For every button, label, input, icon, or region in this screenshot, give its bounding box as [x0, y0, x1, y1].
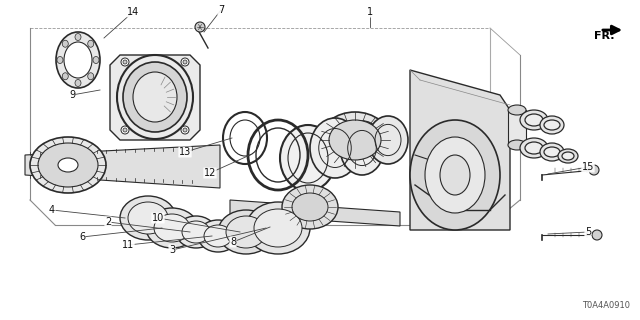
Text: 7: 7: [218, 5, 224, 15]
Ellipse shape: [176, 216, 216, 248]
Text: 11: 11: [122, 240, 134, 250]
Ellipse shape: [310, 118, 360, 178]
Text: 12: 12: [204, 168, 216, 178]
Ellipse shape: [425, 137, 485, 213]
Text: 8: 8: [230, 237, 236, 247]
Ellipse shape: [562, 152, 574, 160]
Polygon shape: [110, 55, 200, 140]
Text: 1: 1: [367, 7, 373, 17]
Circle shape: [181, 58, 189, 66]
Text: 5: 5: [585, 227, 591, 237]
Ellipse shape: [123, 62, 187, 132]
Ellipse shape: [558, 149, 578, 163]
Ellipse shape: [329, 120, 381, 160]
Ellipse shape: [62, 40, 68, 47]
Ellipse shape: [280, 125, 336, 191]
Text: 13: 13: [179, 147, 191, 157]
Ellipse shape: [520, 138, 548, 158]
Circle shape: [183, 60, 187, 64]
Text: T0A4A0910: T0A4A0910: [582, 301, 630, 310]
Ellipse shape: [93, 57, 99, 63]
Ellipse shape: [120, 196, 176, 240]
Circle shape: [123, 60, 127, 64]
Ellipse shape: [292, 193, 328, 221]
Ellipse shape: [525, 114, 543, 126]
Ellipse shape: [525, 142, 543, 154]
Circle shape: [121, 58, 129, 66]
Ellipse shape: [508, 140, 526, 150]
Bar: [508, 110, 526, 145]
Ellipse shape: [520, 110, 548, 130]
Ellipse shape: [38, 143, 98, 187]
Ellipse shape: [254, 209, 302, 247]
Ellipse shape: [154, 214, 190, 242]
Ellipse shape: [146, 208, 198, 248]
Ellipse shape: [508, 105, 526, 115]
Circle shape: [181, 126, 189, 134]
Ellipse shape: [64, 42, 92, 78]
Ellipse shape: [128, 202, 168, 234]
Ellipse shape: [544, 147, 560, 157]
Ellipse shape: [57, 57, 63, 63]
Ellipse shape: [75, 79, 81, 86]
Ellipse shape: [133, 72, 177, 122]
Text: 14: 14: [127, 7, 139, 17]
Text: 10: 10: [152, 213, 164, 223]
Polygon shape: [410, 70, 510, 230]
Circle shape: [589, 165, 599, 175]
Ellipse shape: [62, 73, 68, 80]
Circle shape: [183, 128, 187, 132]
Ellipse shape: [544, 120, 560, 130]
Circle shape: [123, 128, 127, 132]
Ellipse shape: [340, 121, 384, 175]
Ellipse shape: [246, 202, 310, 254]
Ellipse shape: [58, 158, 78, 172]
Text: 2: 2: [105, 217, 111, 227]
Circle shape: [121, 126, 129, 134]
Ellipse shape: [198, 220, 238, 252]
Text: FR.: FR.: [594, 31, 614, 41]
Ellipse shape: [88, 40, 93, 47]
Circle shape: [195, 22, 205, 32]
Ellipse shape: [540, 143, 564, 161]
Ellipse shape: [88, 73, 93, 80]
Ellipse shape: [218, 210, 274, 254]
Ellipse shape: [204, 225, 232, 247]
Ellipse shape: [282, 185, 338, 229]
Text: 15: 15: [582, 162, 594, 172]
Ellipse shape: [540, 116, 564, 134]
Ellipse shape: [410, 120, 500, 230]
Text: 6: 6: [79, 232, 85, 242]
Ellipse shape: [440, 155, 470, 195]
Ellipse shape: [30, 137, 106, 193]
Ellipse shape: [56, 32, 100, 88]
Text: 3: 3: [169, 245, 175, 255]
Ellipse shape: [368, 116, 408, 164]
Ellipse shape: [182, 221, 210, 243]
Text: 9: 9: [69, 90, 75, 100]
Polygon shape: [25, 145, 220, 188]
Ellipse shape: [320, 112, 390, 168]
Circle shape: [592, 230, 602, 240]
Ellipse shape: [75, 34, 81, 41]
Text: 4: 4: [49, 205, 55, 215]
Polygon shape: [230, 200, 400, 226]
Ellipse shape: [226, 216, 266, 248]
